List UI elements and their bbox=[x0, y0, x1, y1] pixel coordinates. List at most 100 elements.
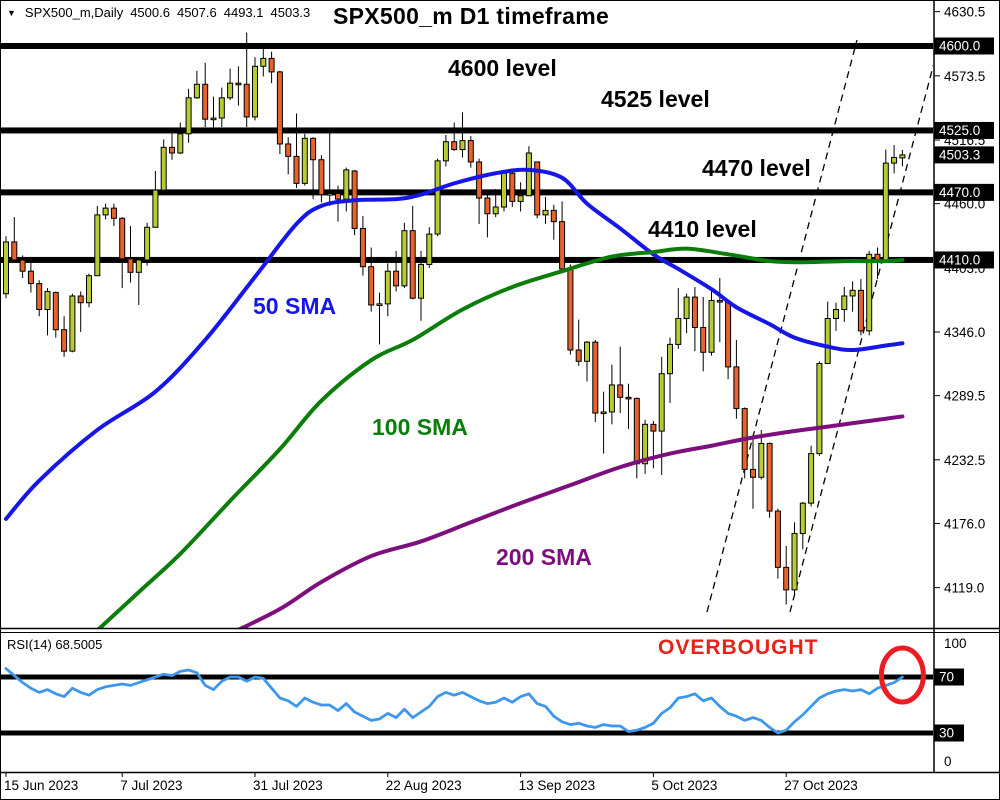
overbought-label: OVERBOUGHT bbox=[658, 636, 819, 659]
candle-body bbox=[426, 233, 433, 265]
level-label-4525: 4525 level bbox=[601, 86, 710, 112]
level-label-4600: 4600 level bbox=[448, 55, 557, 81]
price-panel[interactable] bbox=[0, 32, 940, 633]
candle-body bbox=[301, 137, 308, 184]
candle-body bbox=[725, 301, 732, 368]
candle-body bbox=[252, 65, 258, 118]
candle-body bbox=[816, 363, 823, 455]
candle-body bbox=[633, 397, 640, 465]
candle-body bbox=[434, 160, 441, 235]
candle-body bbox=[144, 226, 151, 261]
date-label: 13 Sep 2023 bbox=[519, 778, 596, 793]
rsi-badge-label: 70 bbox=[939, 670, 954, 685]
candle-body bbox=[584, 341, 590, 362]
candle-body bbox=[19, 259, 26, 272]
candle-body bbox=[617, 384, 624, 398]
date-label: 22 Aug 2023 bbox=[386, 778, 462, 793]
candle-body bbox=[110, 207, 117, 219]
candle-body bbox=[833, 308, 839, 319]
candle-body bbox=[318, 159, 325, 196]
candle-body bbox=[509, 172, 516, 202]
candle-body bbox=[667, 343, 673, 375]
candle-body bbox=[343, 169, 350, 200]
candle-body bbox=[193, 83, 200, 99]
candle-body bbox=[824, 317, 831, 365]
candle-body bbox=[675, 317, 682, 345]
candle-body bbox=[841, 295, 848, 310]
symbol-info: ▼ SPX500_m,Daily 4500.6 4507.6 4493.1 4503.3 bbox=[7, 5, 310, 20]
price-badge-label: 4470.0 bbox=[939, 185, 980, 200]
candle-body bbox=[758, 442, 765, 478]
candle-body bbox=[169, 146, 175, 154]
candle-body bbox=[3, 241, 9, 295]
candle-body bbox=[774, 510, 781, 568]
candle-body bbox=[650, 423, 657, 432]
price-tick-label: 4346.0 bbox=[944, 325, 985, 340]
candle-body bbox=[517, 195, 524, 202]
ohlc-open: 4500.6 bbox=[130, 5, 170, 20]
candle-body bbox=[94, 214, 101, 277]
candle-body bbox=[708, 299, 715, 353]
candle-body bbox=[218, 97, 225, 119]
date-label: 15 Jun 2023 bbox=[4, 778, 78, 793]
candle-body bbox=[401, 230, 408, 287]
rsi-indicator-label: RSI(14) 68.5005 bbox=[7, 637, 103, 652]
symbol-name: SPX500_m,Daily bbox=[24, 5, 124, 20]
rsi-panel[interactable] bbox=[0, 667, 933, 736]
sma100-label: 100 SMA bbox=[372, 414, 468, 440]
candle-body bbox=[393, 270, 400, 287]
support-resistance-line-4525 bbox=[1, 127, 933, 134]
date-label: 31 Jul 2023 bbox=[253, 778, 323, 793]
candle-body bbox=[243, 83, 250, 118]
price-badge-label: 4525.0 bbox=[939, 123, 980, 138]
candle-body bbox=[700, 327, 707, 353]
candle-body bbox=[368, 266, 375, 306]
trend-channel-dashed-line-2 bbox=[789, 64, 933, 613]
overbought-circle-annotation bbox=[878, 645, 926, 705]
candle-body bbox=[409, 230, 416, 299]
candle-body bbox=[61, 329, 68, 352]
candle-body bbox=[766, 442, 773, 512]
price-tick-label: 4176.0 bbox=[944, 516, 985, 531]
candle-body bbox=[11, 241, 18, 261]
candle-body bbox=[77, 295, 84, 304]
candle-body bbox=[857, 289, 864, 332]
candle-body bbox=[335, 193, 341, 200]
candle-body bbox=[69, 295, 76, 352]
time-axis[interactable]: 15 Jun 2023 7 Jul 2023 31 Jul 2023 22 Aug 2… bbox=[0, 771, 1000, 794]
price-axis[interactable]: 4630.54573.54516.54460.04403.04346.04289… bbox=[933, 1, 994, 772]
candle-body bbox=[542, 209, 549, 216]
ohlc-high: 4507.6 bbox=[176, 5, 217, 20]
candle-body bbox=[310, 137, 317, 161]
candle-body bbox=[849, 289, 856, 297]
candle-body bbox=[534, 161, 541, 216]
candle-body bbox=[285, 143, 292, 157]
rsi-tick-label: 0 bbox=[944, 754, 952, 769]
candle-body bbox=[882, 162, 889, 262]
candle-body bbox=[783, 566, 790, 591]
candle-body bbox=[135, 259, 142, 273]
candle-body bbox=[27, 270, 34, 285]
candle-body bbox=[683, 296, 690, 319]
candle-body bbox=[268, 57, 275, 73]
candle-body bbox=[376, 303, 383, 306]
candle-body bbox=[567, 268, 574, 351]
price-tick-label: 4630.5 bbox=[944, 5, 985, 20]
price-badge bbox=[934, 251, 994, 269]
price-badge bbox=[934, 146, 994, 164]
candle-body bbox=[293, 155, 300, 184]
rsi-badge-label: 30 bbox=[939, 726, 954, 741]
candle-body bbox=[608, 384, 615, 413]
sma-100-line bbox=[96, 246, 905, 628]
candle-body bbox=[575, 349, 582, 362]
candle-body bbox=[185, 97, 192, 135]
candle-body bbox=[359, 227, 366, 268]
candle-body bbox=[467, 140, 474, 163]
candle-body bbox=[750, 468, 756, 478]
candle-body bbox=[625, 396, 632, 400]
symbol-collapse-icon[interactable]: ▼ bbox=[7, 8, 16, 18]
rsi-badge bbox=[934, 668, 964, 686]
price-badge-label: 4503.3 bbox=[939, 147, 980, 162]
